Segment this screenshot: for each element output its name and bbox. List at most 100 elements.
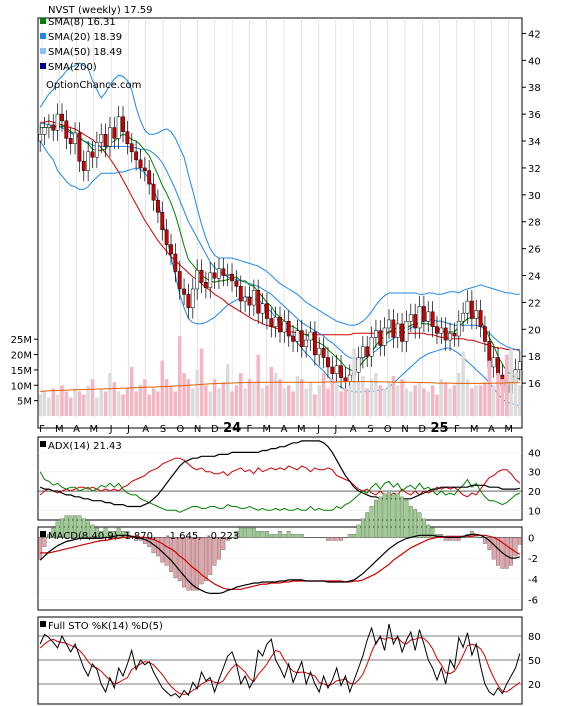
- candle-up: [465, 300, 470, 314]
- legend-label: SMA(20) 18.39: [48, 32, 122, 43]
- sto-panel-frame: [37, 616, 523, 705]
- x-tick-label: S: [160, 424, 166, 435]
- price-y-tick-label: 40: [528, 56, 541, 67]
- candle-down: [391, 319, 396, 338]
- x-tick-label: N: [401, 424, 408, 435]
- adx-y-tick-label: 40: [528, 448, 541, 459]
- candle-up: [304, 339, 309, 348]
- candle-up: [360, 346, 365, 358]
- candle-down: [321, 347, 326, 358]
- volume-bar: [247, 379, 252, 416]
- candle-up: [243, 296, 248, 302]
- volume-bar: [95, 397, 99, 416]
- sto-legend-swatch: [40, 621, 46, 627]
- candle-up: [387, 319, 391, 329]
- candle-down: [256, 290, 261, 314]
- price-y-tick-label: 16: [528, 379, 541, 390]
- macd-histogram-bar: [203, 537, 208, 582]
- candle-up: [448, 333, 452, 341]
- candle-down: [291, 335, 295, 342]
- candle-down: [203, 281, 208, 288]
- macd-histogram-bar: [265, 531, 269, 538]
- volume-bar: [73, 388, 77, 416]
- macd-histogram-bar: [491, 537, 496, 560]
- x-tick-label: J: [126, 424, 130, 435]
- volume-bar: [164, 379, 169, 416]
- x-tick-label: J: [333, 424, 337, 435]
- price-y-tick-label: 22: [528, 298, 541, 309]
- price-y-tick-label: 30: [528, 191, 541, 202]
- candle-up: [426, 311, 431, 322]
- macd-histogram-value: -0.223: [207, 531, 239, 542]
- volume-bar: [269, 366, 274, 416]
- macd-histogram-bar: [343, 537, 348, 539]
- volume-bar: [369, 379, 374, 416]
- macd-histogram-bar: [430, 527, 435, 538]
- x-tick-label: M: [90, 424, 99, 435]
- candle-down: [330, 366, 335, 374]
- candle-up: [474, 310, 479, 319]
- volume-bar: [387, 382, 391, 416]
- macd-histogram-bar: [321, 537, 326, 539]
- adx-y-tick-label: 30: [528, 468, 541, 479]
- candle-down: [60, 113, 64, 122]
- candle-up: [395, 323, 400, 338]
- macd-histogram-bar: [94, 527, 99, 538]
- macd-histogram-bar: [304, 537, 309, 539]
- volume-bar: [308, 382, 313, 416]
- candle-down: [238, 286, 243, 302]
- volume-bar: [256, 354, 260, 416]
- volume-bar: [112, 382, 117, 416]
- macd-histogram-bar: [326, 537, 330, 541]
- volume-bar: [478, 385, 483, 416]
- candle-up: [46, 124, 51, 128]
- x-tick-label: M: [504, 424, 513, 435]
- macd-histogram-bar: [225, 537, 230, 541]
- volume-bar: [343, 388, 348, 416]
- x-tick-label: A: [281, 424, 288, 435]
- volume-bar: [225, 363, 230, 416]
- volume-bar: [439, 379, 444, 416]
- candle-up: [491, 357, 496, 368]
- macd-histogram-bar: [308, 537, 313, 539]
- candle-down: [234, 280, 239, 287]
- sto-d-line: [39, 637, 521, 695]
- volume-bar: [51, 388, 56, 416]
- volume-bar: [217, 388, 221, 416]
- candle-up: [404, 320, 409, 342]
- volume-bar: [173, 391, 178, 416]
- volume-bar: [513, 373, 518, 416]
- sto-y-tick-label: 80: [528, 632, 541, 643]
- price-chart-title: NVST (weekly) 17.59: [48, 5, 153, 16]
- candle-down: [478, 310, 483, 327]
- macd-histogram-bar: [182, 537, 186, 588]
- candle-down: [173, 253, 178, 272]
- volume-bar: [60, 385, 64, 416]
- candle-up: [99, 134, 104, 143]
- candle-down: [64, 120, 69, 139]
- candle-down: [469, 300, 474, 319]
- volume-bar: [413, 385, 417, 416]
- volume-bar: [138, 385, 143, 416]
- adx-legend-swatch: [40, 441, 46, 447]
- candle-up: [73, 132, 77, 144]
- watermark-text: OptionChance.com: [46, 80, 141, 91]
- macd-histogram-bar: [77, 515, 82, 538]
- macd-histogram-bar: [408, 506, 413, 538]
- adx-title: ADX(14) 21.43: [48, 441, 122, 452]
- x-tick-label: 25: [431, 421, 449, 436]
- candle-up: [108, 127, 112, 147]
- volume-bar: [452, 385, 457, 416]
- macd-histogram-bar: [317, 537, 322, 539]
- macd-histogram-bar: [256, 531, 261, 538]
- candle-up: [260, 303, 265, 314]
- volume-bar: [518, 385, 522, 416]
- volume-bar: [352, 348, 356, 416]
- legend-label: SMA(200): [48, 62, 97, 73]
- macd-histogram-bar: [365, 512, 370, 538]
- candle-down: [134, 151, 139, 161]
- macd-histogram-bar: [260, 531, 265, 538]
- x-tick-label: D: [211, 424, 219, 435]
- x-tick-label: S: [367, 424, 373, 435]
- price-y-tick-label: 20: [528, 325, 541, 336]
